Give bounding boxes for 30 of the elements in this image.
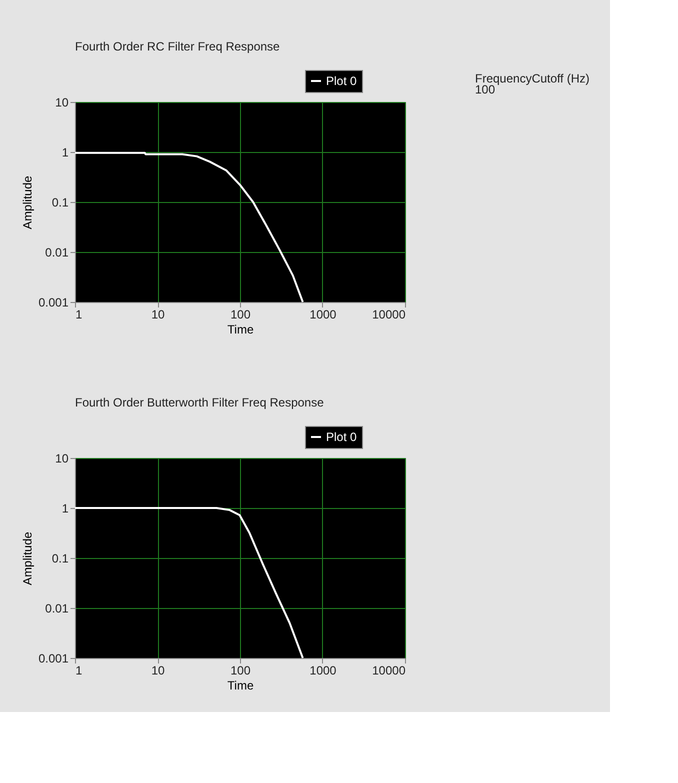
x-tick-label: 1000	[310, 664, 337, 678]
x-tick-label: 10	[151, 308, 165, 322]
legend-label: Plot 0	[326, 74, 358, 88]
x-tick-label: 10	[151, 664, 165, 678]
y-tick-label: 0.01	[45, 246, 69, 260]
y-tick-label: 10	[55, 96, 69, 110]
y-tick-label: 1	[62, 502, 69, 516]
text: FrequencyCutoff (Hz)	[475, 72, 590, 86]
x-axis-title: Time	[227, 322, 254, 336]
legend-label: Plot 0	[326, 430, 358, 444]
y-tick-label: 0.001	[38, 296, 69, 310]
text: 100	[475, 82, 496, 96]
x-tick-label: 100	[230, 664, 251, 678]
x-tick-label: 1	[76, 308, 82, 322]
x-axis-title: Time	[227, 678, 254, 692]
x-tick-label: 1	[76, 664, 82, 678]
chart-title: Fourth Order Butterworth Filter Freq Response	[75, 396, 324, 410]
y-axis-title: Amplitude	[20, 176, 34, 230]
y-tick-label: 0.1	[52, 552, 69, 566]
x-tick-label: 100	[230, 308, 251, 322]
y-tick-label: 0.1	[52, 196, 69, 210]
y-tick-label: 1	[62, 146, 69, 160]
chart-title: Fourth Order RC Filter Freq Response	[75, 40, 280, 54]
y-tick-label: 10	[55, 452, 69, 466]
x-tick-label: 1000	[310, 308, 337, 322]
y-tick-label: 0.01	[45, 602, 69, 616]
y-axis-title: Amplitude	[20, 532, 34, 586]
x-tick-label: 10000	[372, 664, 406, 678]
y-tick-label: 0.001	[38, 652, 69, 666]
x-tick-label: 10000	[372, 308, 406, 322]
